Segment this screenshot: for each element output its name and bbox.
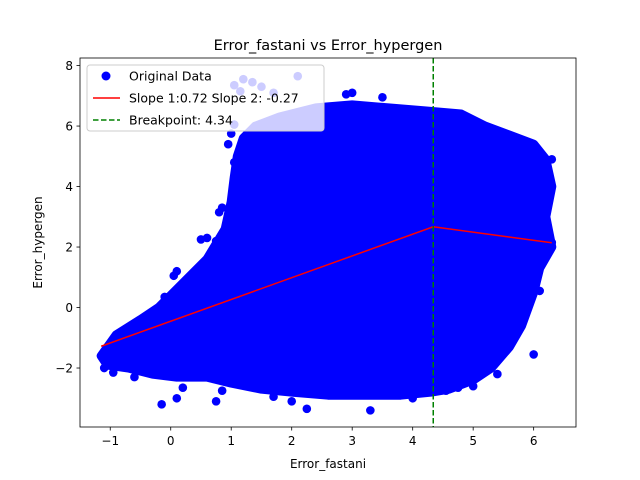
scatter-point: [151, 306, 160, 315]
scatter-point: [96, 351, 106, 361]
y-tick-label: −2: [55, 362, 73, 376]
scatter-point: [547, 155, 557, 164]
x-tick-label: 5: [469, 434, 477, 448]
legend-label: Breakpoint: 4.34: [129, 113, 233, 128]
scatter-point: [99, 363, 109, 373]
scatter-point: [378, 93, 387, 102]
scatter-point: [223, 139, 233, 149]
scatter-point: [366, 406, 375, 415]
scatter-point: [532, 250, 541, 259]
scatter-point: [130, 372, 139, 382]
scatter-point: [172, 393, 182, 403]
legend-marker: [101, 71, 111, 81]
scatter-point: [287, 396, 297, 406]
scatter-point: [172, 266, 182, 276]
scatter-point: [529, 350, 538, 359]
y-tick-label: 4: [65, 180, 73, 194]
scatter-point: [302, 404, 312, 414]
x-tick-label: 3: [348, 434, 356, 448]
axes-frame: [79, 57, 577, 428]
x-axis-label: Error_fastani: [290, 457, 366, 471]
scatter-point: [453, 383, 463, 392]
scatter-point: [493, 369, 502, 379]
scatter-point: [535, 286, 545, 296]
y-axis-label: Error_hypergen: [31, 196, 45, 288]
scatter-point: [217, 386, 227, 396]
legend-label: Original Data: [129, 69, 212, 84]
chart-title: Error_fastani vs Error_hypergen: [214, 38, 443, 54]
scatter-point: [441, 386, 451, 396]
scatter-point: [408, 393, 417, 403]
point-cloud: [96, 100, 557, 400]
scatter-point: [136, 315, 145, 324]
scatter-point: [157, 400, 166, 409]
y-tick-label: 0: [65, 301, 73, 315]
x-tick-label: 1: [227, 434, 235, 448]
scatter-point: [178, 383, 188, 392]
legend-box: [86, 64, 325, 132]
y-tick-label: 6: [65, 120, 73, 134]
x-axis: −1 0 1 2 3 4 5 6: [101, 427, 537, 448]
scatter-point: [217, 203, 227, 213]
scatter-point: [108, 368, 118, 377]
y-tick-label: 8: [65, 59, 73, 73]
scatter-point: [211, 396, 221, 406]
x-tick-label: 2: [288, 434, 296, 448]
scatter-point: [468, 381, 478, 391]
y-axis: −2 0 2 4 6 8: [55, 59, 80, 376]
legend: Original Data Slope 1:0.72 Slope 2: -0.27…: [86, 64, 325, 132]
scatter-point: [229, 158, 239, 167]
scatter-point: [347, 88, 357, 98]
legend-label: Slope 1:0.72 Slope 2: -0.27: [129, 91, 299, 106]
x-tick-label: 0: [167, 434, 175, 448]
scatter-point: [202, 233, 212, 243]
scatter-point: [160, 292, 169, 302]
scatter-point: [269, 392, 278, 402]
y-tick-label: 2: [65, 241, 73, 255]
scatter-point: [178, 295, 188, 305]
x-tick-label: 4: [409, 434, 417, 448]
x-tick-label: 6: [530, 434, 538, 448]
scatter-point: [211, 236, 221, 246]
x-tick-label: −1: [101, 434, 119, 448]
